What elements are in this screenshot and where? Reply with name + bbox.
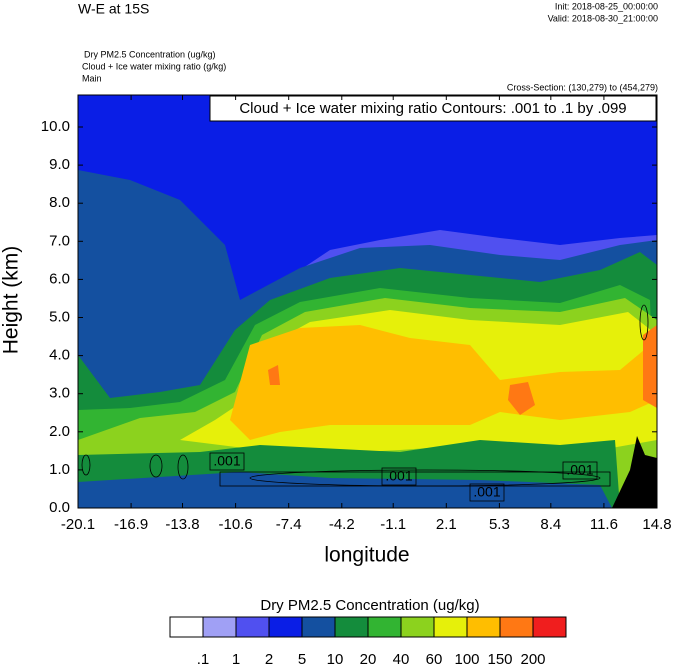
- contour-label: .001: [473, 484, 500, 500]
- contour-fill: [508, 382, 535, 415]
- colorbar-box: [400, 616, 435, 638]
- contour-label: .001: [213, 453, 240, 469]
- x-tick-label: 8.4: [540, 516, 561, 533]
- x-tick-label: -16.9: [114, 516, 148, 533]
- colorbar-box: [268, 616, 303, 638]
- x-tick-label: -7.4: [276, 516, 302, 533]
- y-tick-label: 0.0: [49, 499, 70, 516]
- y-tick-label: 8.0: [49, 194, 70, 211]
- field-name: Dry PM2.5 Concentration (ug/kg): [84, 49, 216, 59]
- contour-line: [149, 454, 163, 478]
- contour-line: [639, 304, 649, 341]
- contour-fill: [643, 325, 657, 408]
- x-tick-label: -20.1: [61, 516, 95, 533]
- y-tick-label: 5.0: [49, 308, 70, 325]
- y-tick-label: 9.0: [49, 156, 70, 173]
- contour-line: [177, 454, 189, 480]
- colorbar-box: [169, 616, 204, 638]
- contour-label-box: [381, 467, 417, 486]
- contour-label-box: [209, 452, 245, 471]
- x-tick-label: 11.6: [590, 516, 618, 533]
- y-tick-label: 7.0: [49, 232, 70, 249]
- colorbar-label: 20: [360, 651, 377, 667]
- x-tick-label: 14.8: [642, 516, 671, 533]
- plot-frame: [77, 94, 658, 509]
- x-tick-label: 2.1: [436, 516, 457, 533]
- terrain: [612, 436, 657, 508]
- field-name: Cloud + Ice water mixing ratio (g/kg): [82, 61, 226, 71]
- colorbar-box: [433, 616, 468, 638]
- colorbar-box: [334, 616, 369, 638]
- y-tick-label: 1.0: [49, 461, 70, 478]
- annotation-box: [209, 95, 657, 122]
- x-tick-label: -10.6: [219, 516, 253, 533]
- x-tick-label: -1.1: [380, 516, 406, 533]
- colorbar-label: 5: [298, 651, 306, 667]
- y-tick-label: 6.0: [49, 270, 70, 287]
- colorbar-label: 200: [520, 651, 545, 667]
- contour-line: [219, 471, 611, 487]
- annotation: Cloud + Ice water mixing ratio Contours:…: [239, 100, 626, 117]
- colorbar-box: [301, 616, 336, 638]
- contour-label-box: [562, 461, 598, 480]
- init-time: Init: 2018-08-25_00:00:00: [555, 1, 658, 11]
- colorbar-box: [499, 616, 534, 638]
- contour-fill: [230, 325, 657, 440]
- colorbar-label: 100: [454, 651, 479, 667]
- x-tick-label: -4.2: [329, 516, 355, 533]
- contour-label: .001: [566, 462, 593, 478]
- y-tick-label: 2.0: [49, 423, 70, 440]
- colorbar-label: 1: [232, 651, 240, 667]
- colorbar-box: [532, 616, 567, 638]
- y-axis-label: Height (km): [0, 246, 23, 355]
- valid-time: Valid: 2018-08-30_21:00:00: [548, 13, 658, 23]
- colorbar-label: 10: [327, 651, 344, 667]
- plot-area: .001 .001 .001 .001: [78, 95, 657, 508]
- colorbar-label: .1: [197, 651, 210, 667]
- y-tick-label: 4.0: [49, 347, 70, 364]
- x-tick-label: -13.8: [165, 516, 199, 533]
- contour-label-box: [469, 483, 505, 502]
- y-tick-label: 10.0: [41, 118, 70, 135]
- contour-fill: [78, 472, 612, 508]
- colorbar-label: 2: [265, 651, 273, 667]
- title: W-E at 15S: [78, 1, 149, 17]
- contour-label: .001: [385, 468, 412, 484]
- field-name: Main: [82, 73, 102, 83]
- colorbar-box: [202, 616, 237, 638]
- contour-fill: [268, 365, 280, 385]
- y-tick-label: 3.0: [49, 385, 70, 402]
- colorbar-box: [367, 616, 402, 638]
- colorbar-label: 40: [393, 651, 410, 667]
- colorbar-title: Dry PM2.5 Concentration (ug/kg): [260, 597, 479, 614]
- colorbar-label: 150: [487, 651, 512, 667]
- colorbar-label: 60: [426, 651, 443, 667]
- colorbar-box: [235, 616, 270, 638]
- colorbar-box: [466, 616, 501, 638]
- x-axis-label: longitude: [324, 544, 409, 567]
- cross-section: Cross-Section: (130,279) to (454,279): [507, 82, 658, 92]
- contour-line: [81, 454, 91, 476]
- x-tick-label: 5.3: [489, 516, 510, 533]
